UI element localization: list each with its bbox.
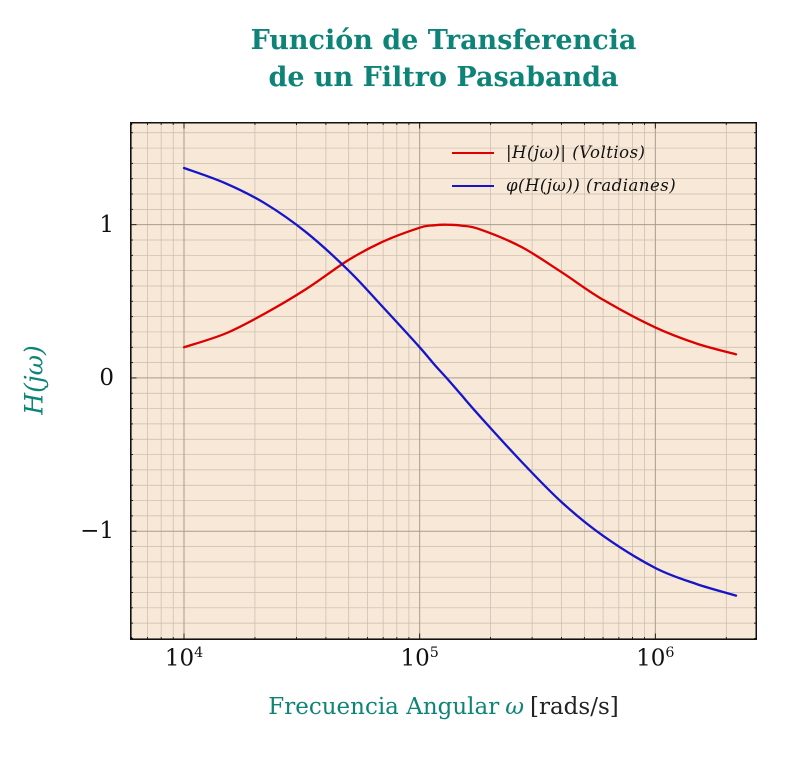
chart-title-line2: de un Filtro Pasabanda <box>268 62 619 93</box>
x-tick-label: 106 <box>636 645 675 672</box>
x-tick-label: 105 <box>400 645 439 672</box>
x-axis-label-main: Frecuencia Angular <box>268 694 500 720</box>
chart-title-line1: Función de Transferencia <box>250 25 637 56</box>
chart-canvas <box>130 122 757 640</box>
legend-item-magnitude: |H(jω)| (Voltios) <box>452 136 676 169</box>
y-tick-label: −1 <box>80 518 114 545</box>
x-axis-label-unit: [rads/s] <box>530 694 619 720</box>
x-axis-label: Frecuencia Angular ω [rads/s] <box>130 694 757 720</box>
x-tick-label: 104 <box>164 645 204 672</box>
legend: |H(jω)| (Voltios) φ(H(jω)) (radianes) <box>452 136 676 202</box>
legend-item-phase: φ(H(jω)) (radianes) <box>452 169 676 202</box>
legend-line-magnitude-icon <box>452 151 494 154</box>
chart-title: Función de Transferencia de un Filtro Pa… <box>130 22 757 96</box>
series-magnitude-line <box>182 223 738 356</box>
x-tick-labels: 104 105 106 <box>130 645 757 685</box>
series-phase-line <box>182 166 738 597</box>
plot-frame <box>130 122 757 640</box>
y-tick-label: 1 <box>99 211 114 238</box>
y-tick-label: 0 <box>99 364 114 391</box>
plot-background <box>130 122 757 640</box>
legend-label-magnitude: |H(jω)| (Voltios) <box>506 143 646 162</box>
legend-line-phase-icon <box>452 184 494 187</box>
x-axis-label-omega: ω <box>505 694 524 720</box>
minor-grid <box>130 122 757 640</box>
y-tick-labels: 1 0 −1 <box>0 122 114 640</box>
legend-label-phase: φ(H(jω)) (radianes) <box>506 176 677 195</box>
